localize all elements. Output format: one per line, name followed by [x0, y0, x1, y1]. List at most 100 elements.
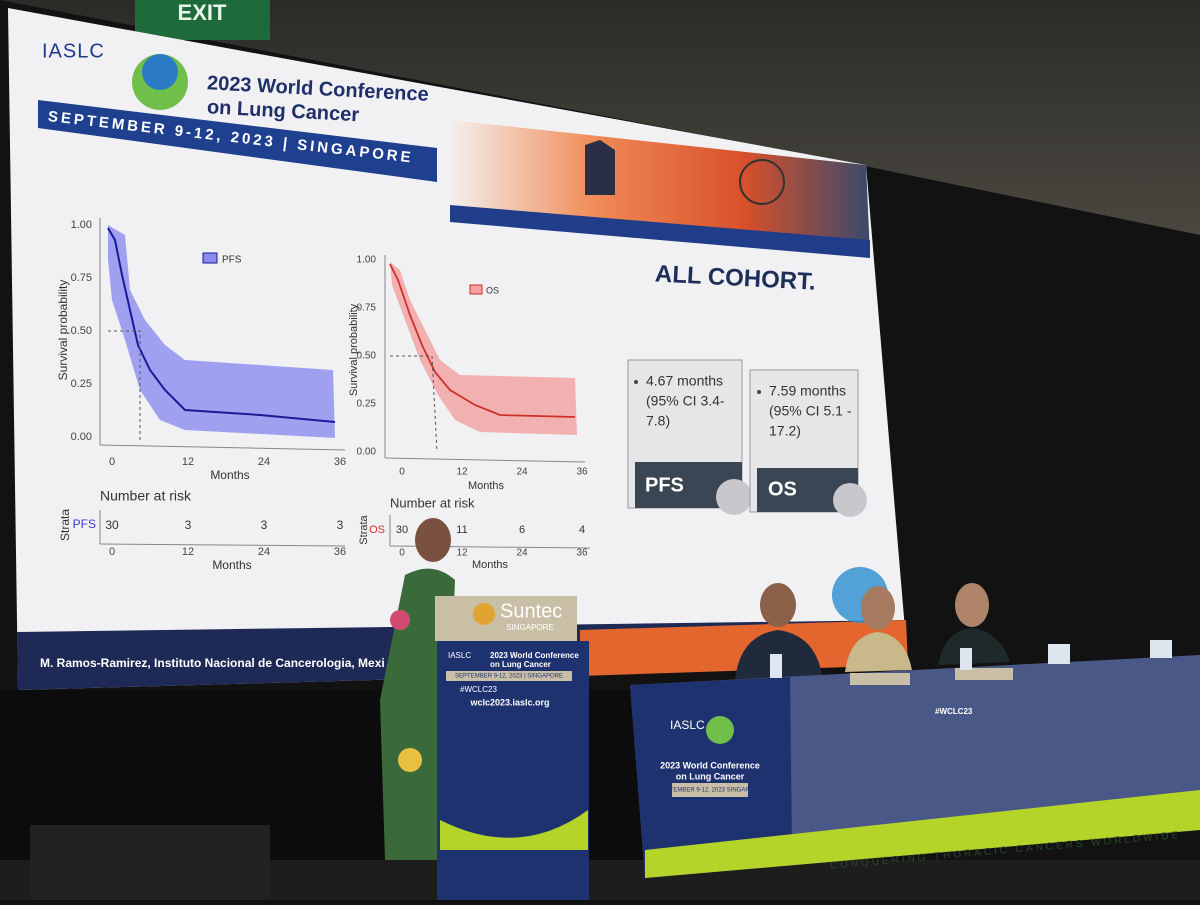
- panelist-body: [845, 632, 912, 672]
- podium-emblem: [473, 603, 495, 625]
- table-logo: IASLC: [670, 718, 705, 732]
- x-tick-label: 24: [258, 456, 270, 468]
- pfs-confidence-band: [108, 225, 335, 438]
- y-tick-label: 0.50: [357, 351, 377, 362]
- podium-title-1: 2023 World Conference: [490, 651, 579, 660]
- risk-x-tick-label: 24: [516, 548, 528, 559]
- speaker-head: [415, 518, 451, 562]
- os-stat-circle: [833, 483, 867, 517]
- os-plot: OS Survival probability Months Number at…: [348, 255, 591, 571]
- water-bottle: [1150, 640, 1172, 658]
- water-bottle: [1048, 644, 1070, 664]
- podium-logo: IASLC: [448, 651, 471, 660]
- os-confidence-band: [390, 262, 577, 435]
- risk-x-tick-label: 12: [456, 548, 468, 559]
- y-tick-label: 0.00: [357, 447, 377, 458]
- water-bottle: [770, 654, 782, 678]
- pfs-risk-base: [99, 543, 346, 547]
- podium-url: wclc2023.iaslc.org: [469, 697, 549, 707]
- y-tick-label: 0.00: [71, 431, 92, 443]
- banner-edge: [450, 205, 870, 258]
- stat-line: 4.67 months: [646, 373, 723, 389]
- x-tick-label: 36: [334, 456, 346, 468]
- risk-count: 3: [337, 518, 344, 532]
- pfs-y-label: Survival probability: [56, 280, 70, 381]
- stat-line: (95% CI 3.4-: [646, 393, 725, 409]
- exit-text: EXIT: [178, 0, 227, 25]
- risk-count: 3: [261, 518, 268, 532]
- podium-top: [435, 596, 577, 641]
- podium-brand: Suntec: [500, 600, 562, 622]
- table-title-2: on Lung Cancer: [676, 771, 745, 781]
- podium-brand-sub: SINGAPORE: [506, 623, 554, 632]
- speaker-dress: [380, 568, 455, 860]
- slide-footer-text: M. Ramos-Ramirez, Instituto Nacional de …: [40, 656, 385, 670]
- os-median-line: [390, 355, 438, 453]
- name-card: [955, 668, 1013, 680]
- risk-x-tick-label: 36: [334, 546, 346, 558]
- podium-accent: [440, 810, 588, 850]
- table-dates-box: [672, 783, 748, 797]
- table-hashtag: #WCLC23: [935, 707, 973, 716]
- x-tick-label: 12: [182, 456, 194, 468]
- risk-x-tick-label: 0: [109, 546, 115, 558]
- table-end-panel: [630, 677, 792, 878]
- skyline-wheel: [739, 159, 785, 205]
- podium-dates-box: [446, 671, 572, 681]
- podium-dates: SEPTEMBER 9-12, 2023 | SINGAPORE: [455, 674, 563, 680]
- risk-count: 3: [185, 518, 192, 532]
- stat-line: 7.59 months: [769, 383, 846, 399]
- table-accent-stripe: [645, 790, 1200, 878]
- dress-pattern: [398, 748, 422, 772]
- os-risk-title: Number at risk: [390, 495, 475, 510]
- pfs-risk-x-label: Months: [212, 558, 251, 572]
- pfs-risk-row-label: PFS: [73, 517, 96, 531]
- y-tick-label: 0.50: [71, 325, 92, 337]
- stat-line: 7.8): [646, 413, 670, 429]
- y-tick-label: 0.25: [357, 399, 377, 410]
- os-x-label: Months: [468, 480, 505, 492]
- risk-x-tick-label: 0: [399, 548, 405, 559]
- os-legend-swatch: [469, 284, 483, 295]
- podium-title-2: on Lung Cancer: [490, 660, 551, 669]
- risk-count: 30: [105, 518, 119, 532]
- x-tick-label: 0: [399, 467, 405, 478]
- risk-count: 6: [519, 524, 525, 536]
- os-y-label: Survival probability: [348, 303, 360, 396]
- dress-pattern: [390, 610, 410, 630]
- stat-label: OS: [768, 478, 797, 500]
- panelist-head: [861, 586, 895, 630]
- os-risk-row-label: OS: [369, 524, 385, 536]
- podium-body: [437, 641, 589, 900]
- stat-texts: 4.67 months (95% CI 3.4- 7.8) PFS 7.59 month…: [634, 373, 852, 500]
- y-tick-label: 1.00: [71, 219, 92, 231]
- pfs-legend: PFS: [222, 255, 242, 266]
- os-x-axis: [384, 457, 586, 463]
- os-strata-label: Strata: [358, 514, 370, 544]
- podium-hashtag: #WCLC23: [460, 685, 497, 694]
- dates-ribbon: [38, 100, 437, 182]
- ceiling: [0, 0, 1200, 235]
- os-curve: [389, 263, 576, 418]
- bullet: [757, 390, 761, 394]
- risk-count: 4: [579, 524, 585, 536]
- x-tick-label: 12: [456, 467, 468, 478]
- exit-sign: [135, 0, 270, 40]
- os-legend: OS: [486, 285, 499, 295]
- risk-x-tick-label: 36: [576, 548, 588, 559]
- y-tick-label: 0.75: [71, 272, 92, 284]
- pfs-x-axis: [99, 444, 346, 451]
- panelist-head: [760, 583, 796, 627]
- risk-count: 30: [396, 524, 408, 536]
- pfs-median-line: [108, 330, 141, 440]
- stat-line: 17.2): [769, 423, 801, 439]
- risk-count: 11: [456, 524, 467, 536]
- os-risk-x-label: Months: [472, 559, 509, 571]
- pfs-plot: PFS Survival probability Months Number a…: [56, 218, 346, 572]
- x-tick-label: 36: [576, 467, 588, 478]
- stat-label: PFS: [645, 474, 684, 496]
- pfs-stat-circle: [716, 479, 752, 515]
- slide-logo: IASLC: [42, 40, 105, 62]
- water-bottle: [960, 648, 972, 670]
